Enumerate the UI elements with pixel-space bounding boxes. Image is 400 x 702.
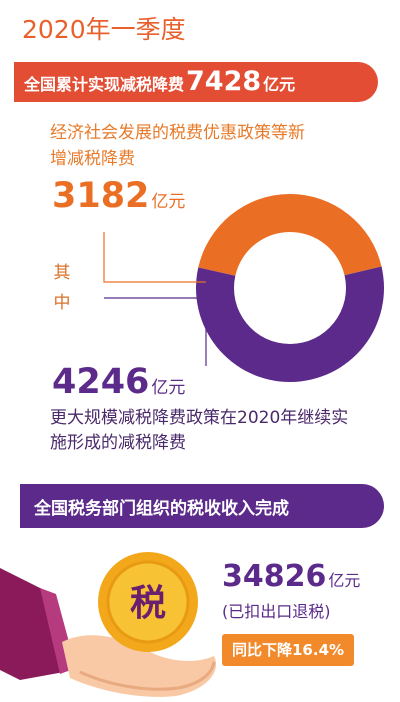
page-title: 2020年一季度 xyxy=(22,15,186,44)
continued-policy-value: 4246 亿元 xyxy=(52,362,185,402)
continued-policy-amount: 4246 xyxy=(52,362,150,402)
revenue-note: (已扣出口退税) xyxy=(222,602,331,621)
palm-shade xyxy=(79,661,216,691)
total-banner-prefix: 全国累计实现减税降费 xyxy=(24,75,185,94)
hand-coin-illustration: 税 xyxy=(0,552,217,697)
coin-label: 税 xyxy=(130,583,166,624)
sleeve-shape xyxy=(0,568,64,680)
connector-purple xyxy=(104,297,207,366)
total-unit: 亿元 xyxy=(263,75,296,94)
continued-policy-description: 更大规模减税降费政策在2020年继续实施形成的减税降费 xyxy=(50,408,349,453)
revenue-unit: 亿元 xyxy=(328,571,361,590)
qizhong-label: 其中 xyxy=(53,263,71,313)
new-policy-description: 经济社会发展的税费优惠政策等新增减税降费 xyxy=(50,123,305,169)
total-banner-text: 全国累计实现减税降费 7428 亿元 xyxy=(24,68,295,96)
revenue-change-badge: 同比下降16.4% xyxy=(222,634,355,666)
connector-orange xyxy=(103,232,206,283)
continued-policy-unit: 亿元 xyxy=(151,378,186,398)
new-policy-unit: 亿元 xyxy=(151,192,186,212)
revenue-value: 34826 亿元 xyxy=(222,560,360,594)
revenue-banner xyxy=(20,484,384,528)
total-banner xyxy=(14,62,378,102)
coin-inner xyxy=(108,562,188,642)
total-amount: 7428 xyxy=(186,66,262,97)
donut-slice-0 xyxy=(198,194,382,276)
coin-ring xyxy=(106,560,190,644)
new-policy-value: 3182 亿元 xyxy=(52,176,185,216)
donut-slices xyxy=(195,194,384,382)
new-policy-amount: 3182 xyxy=(52,176,150,216)
revenue-banner-text: 全国税务部门组织的税收收入完成 xyxy=(34,499,289,519)
donut-slice-1 xyxy=(195,266,384,382)
revenue-amount: 34826 xyxy=(222,559,327,594)
